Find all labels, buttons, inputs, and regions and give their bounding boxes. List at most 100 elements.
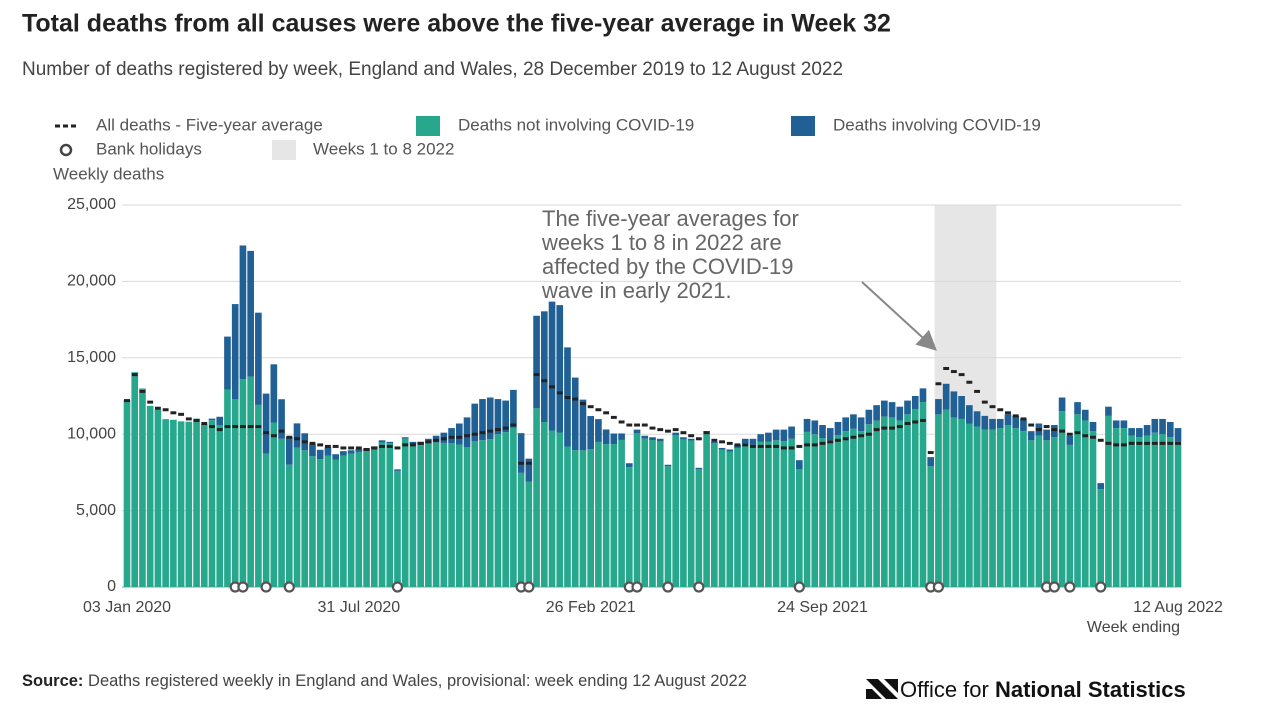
bar-segment [633,429,641,433]
bar-segment [695,469,703,587]
bar-segment [448,443,455,587]
bar-segment [564,446,571,587]
bar-segment [819,438,826,587]
bar-segment [973,411,981,427]
bar-segment [958,396,965,419]
bar-segment [610,433,618,445]
bar-segment [765,432,772,442]
bar-segment [579,450,587,587]
bar-segment [239,245,247,380]
bar-segment [355,448,363,452]
bar-segment [842,417,850,432]
source-note: Source: Deaths registered weekly in Engl… [22,671,822,691]
annotation-text: affected by the COVID-19 [542,254,794,279]
bar-segment [1051,425,1058,438]
bar-segment [355,451,363,587]
bar-segment [641,435,649,439]
bar-segment [734,447,741,587]
annotation-text: wave in early 2021. [541,278,732,303]
chart-subtitle: Number of deaths registered by week, Eng… [22,59,843,80]
bar-segment [935,399,942,415]
chart-title: Total deaths from all causes were above … [22,10,891,38]
bar-segment [1151,418,1159,433]
bar-segment [347,450,355,454]
bar-segment [378,442,386,587]
bar-segment [1020,418,1027,432]
y-tick-label: 25,000 [67,196,116,213]
bar-segment [796,460,803,470]
bar-segment [788,426,795,439]
bar-segment [641,438,649,587]
bar-segment [548,301,556,431]
bar-segment [378,440,386,443]
bar-segment [1043,440,1050,587]
bar-segment [177,421,185,587]
bar-segment [633,432,641,587]
bar-segment [1159,434,1166,587]
bar-segment [1136,428,1143,438]
bar-segment [772,440,780,587]
bar-segment [455,423,463,445]
bar-segment [347,453,355,587]
bar-segment [989,418,996,430]
bar-segment [656,438,664,442]
x-tick-label: 31 Jul 2020 [317,599,400,616]
x-tick-label: 24 Sep 2021 [777,599,868,616]
bar-segment [819,425,826,439]
bar-segment [1043,429,1050,441]
plot-area: 0 5,000 10,000 15,000 20,000 25,000 03 Jan 202… [67,196,1223,616]
bar-segment [533,315,540,409]
bar-segment [170,419,177,587]
bar-segment [363,450,370,587]
bar-segment [826,428,834,441]
bank-holiday-marker [1095,581,1107,593]
bar-segment [193,418,200,587]
logo-text: Office for [900,677,989,702]
bar-segment [1058,411,1066,587]
bar-segment [216,416,224,426]
logo-text-bold: National Statistics [994,677,1186,702]
annotation-text: The five-year averages for [542,206,799,231]
bar-segment [749,444,757,587]
bar-segment [1027,431,1035,441]
bar-segment [842,431,850,587]
bar-segment [448,428,455,444]
bar-segment [533,408,540,587]
bar-segment [625,467,633,587]
bar-segment [131,372,139,587]
bar-segment [162,419,169,587]
bar-segment [123,399,131,587]
bank-holiday-marker [523,581,535,593]
annotation-text: weeks 1 to 8 in 2022 are [541,230,782,255]
bar-segment [718,447,726,450]
bar-segment [927,457,935,467]
bar-segment [486,397,494,440]
bar-segment [911,408,919,587]
bar-segment [463,417,471,447]
bar-segment [1074,402,1081,415]
bar-segment [394,469,401,471]
bar-segment [966,405,973,424]
bar-segment [703,432,710,587]
bar-segment [911,396,919,409]
bar-segment [981,415,989,430]
bar-segment [224,336,231,390]
bar-segment [293,447,301,587]
bar-segment [1136,437,1143,587]
bar-segment [455,444,463,587]
bar-segment [865,424,873,587]
bar-segment [973,426,981,587]
bar-segment [247,250,254,377]
bar-segment [1105,406,1112,416]
bar-segment [1174,428,1182,442]
bar-segment [262,453,270,587]
bar-segment [409,441,417,444]
bar-segment [1027,440,1035,587]
bar-segment [502,400,509,433]
x-tick-label: 12 Aug 2022 [1133,599,1223,616]
bar-segment [695,467,703,470]
bar-segment [1105,415,1112,587]
bar-segment [672,434,680,587]
bar-segment [309,456,316,587]
bar-segment [1143,435,1151,587]
